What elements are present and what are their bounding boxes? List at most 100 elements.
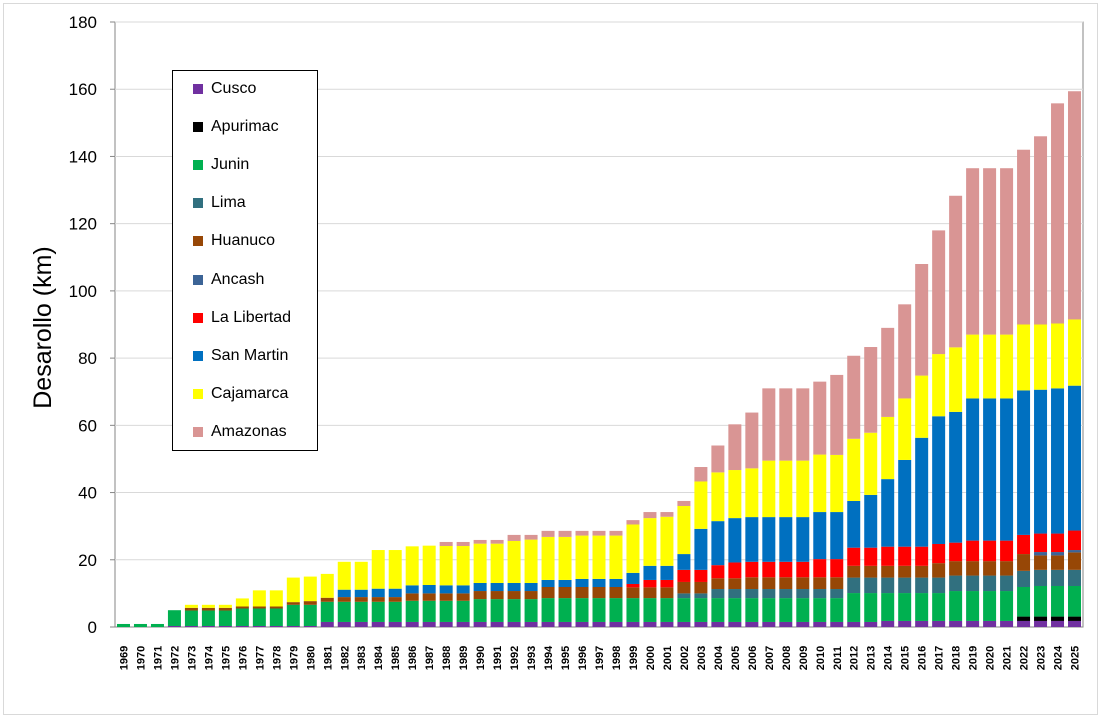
bar-segment-junin xyxy=(167,610,181,626)
bar-segment-huanuco xyxy=(405,593,419,601)
bar-segment-san-martin xyxy=(541,579,555,588)
bar-segment-huanuco xyxy=(643,587,657,599)
bar-segment-san-martin xyxy=(915,437,929,547)
bar-segment-cusco xyxy=(167,625,181,627)
bar-segment-junin xyxy=(286,604,300,626)
bar-segment-cusco xyxy=(252,625,266,627)
legend-item: Cusco xyxy=(193,79,256,99)
bar-segment-huanuco xyxy=(983,561,997,576)
bar-segment-huanuco xyxy=(694,581,708,594)
bar-segment-junin xyxy=(116,623,130,627)
bar-segment-lima xyxy=(1068,569,1082,586)
bar-segment-huanuco xyxy=(932,563,946,578)
bar-segment-huanuco xyxy=(609,587,623,599)
bar-segment-san-martin xyxy=(609,578,623,588)
bar-segment-cajamarca xyxy=(1051,323,1065,389)
y-tick-label: 120 xyxy=(69,215,97,234)
bar-segment-cusco xyxy=(524,621,538,627)
bar-segment-huanuco xyxy=(371,597,385,602)
bar-segment-cajamarca xyxy=(864,432,878,495)
bar-segment-cusco xyxy=(1034,620,1048,627)
bar-segment-cajamarca xyxy=(779,460,793,518)
bar-segment-cajamarca xyxy=(303,576,317,602)
bar-segment-cusco xyxy=(405,621,419,627)
x-tick-label: 2013 xyxy=(866,646,878,670)
bar-segment-amazonas xyxy=(779,388,793,461)
bar-segment-junin xyxy=(643,598,657,622)
bar-segment-san-martin xyxy=(796,517,810,562)
bar-segment-la-libertad xyxy=(864,547,878,566)
bar-segment-san-martin xyxy=(983,398,997,541)
legend-item: Ancash xyxy=(193,270,264,290)
bar-segment-amazonas xyxy=(864,347,878,433)
bar-segment-cusco xyxy=(966,620,980,627)
y-tick-label: 40 xyxy=(78,484,97,503)
bar-segment-amazonas xyxy=(1051,103,1065,324)
bar-segment-cajamarca xyxy=(745,468,759,518)
bar-segment-san-martin xyxy=(864,494,878,548)
bar-segment-san-martin xyxy=(830,512,844,560)
bar-segment-cusco xyxy=(439,621,453,627)
bar-segment-la-libertad xyxy=(1017,534,1031,555)
x-tick-label: 2021 xyxy=(1002,646,1014,670)
bar-segment-cajamarca xyxy=(626,524,640,573)
bar-segment-san-martin xyxy=(1051,388,1065,534)
x-tick-label: 2005 xyxy=(730,646,742,670)
y-tick-label: 0 xyxy=(88,618,97,637)
legend-label: Junin xyxy=(211,156,250,174)
bar-segment-amazonas xyxy=(1017,149,1031,325)
bar-segment-cusco xyxy=(915,620,929,627)
bar-segment-junin xyxy=(1068,585,1082,617)
bar-segment-cajamarca xyxy=(490,543,504,583)
bar-segment-amazonas xyxy=(626,520,640,525)
bar-segment-amazonas xyxy=(1068,91,1082,320)
bar-segment-san-martin xyxy=(575,578,589,588)
bar-segment-junin xyxy=(694,598,708,622)
bar-segment-junin xyxy=(490,599,504,622)
bar-segment-san-martin xyxy=(456,585,470,594)
bar-segment-amazonas xyxy=(643,512,657,519)
bar-segment-cusco xyxy=(422,621,436,627)
x-tick-label: 2014 xyxy=(883,645,895,670)
x-tick-label: 1977 xyxy=(254,646,266,670)
bar-segment-san-martin xyxy=(779,517,793,562)
bar-segment-cajamarca xyxy=(456,545,470,586)
bar-segment-junin xyxy=(388,601,402,622)
bar-segment-cusco xyxy=(1068,620,1082,627)
bar-segment-junin xyxy=(762,598,776,622)
bar-segment-junin xyxy=(966,591,980,621)
bar-segment-la-libertad xyxy=(932,543,946,564)
bar-segment-san-martin xyxy=(337,589,351,598)
bar-segment-san-martin xyxy=(405,585,419,594)
bar-segment-junin xyxy=(779,598,793,622)
x-tick-label: 1985 xyxy=(390,646,402,670)
legend-swatch xyxy=(193,160,203,171)
bar-segment-cajamarca xyxy=(269,590,283,607)
x-tick-label: 1980 xyxy=(305,646,317,670)
bar-segment-cusco xyxy=(490,621,504,627)
bar-segment-huanuco xyxy=(354,597,368,602)
bar-segment-amazonas xyxy=(762,388,776,461)
bar-segment-huanuco xyxy=(320,597,334,602)
bar-segment-huanuco xyxy=(1017,554,1031,571)
bar-segment-lima xyxy=(898,577,912,594)
bar-segment-san-martin xyxy=(966,398,980,541)
bar-segment-cusco xyxy=(269,625,283,627)
x-tick-label: 1984 xyxy=(373,645,385,670)
bar-segment-san-martin xyxy=(371,588,385,598)
bar-segment-cusco xyxy=(337,621,351,627)
bar-segment-lima xyxy=(813,589,827,599)
bar-segment-huanuco xyxy=(490,591,504,600)
bar-segment-huanuco xyxy=(388,597,402,602)
x-tick-label: 1983 xyxy=(356,646,368,670)
x-tick-label: 2010 xyxy=(815,646,827,670)
x-tick-label: 2024 xyxy=(1053,645,1065,670)
bar-segment-la-libertad xyxy=(626,583,640,588)
bar-segment-junin xyxy=(269,608,283,626)
bar-segment-la-libertad xyxy=(847,547,861,566)
bar-segment-junin xyxy=(320,601,334,622)
legend-label: San Martin xyxy=(211,346,289,364)
bar-segment-cusco xyxy=(371,621,385,627)
bar-segment-lima xyxy=(932,577,946,594)
bar-segment-san-martin xyxy=(949,411,963,543)
